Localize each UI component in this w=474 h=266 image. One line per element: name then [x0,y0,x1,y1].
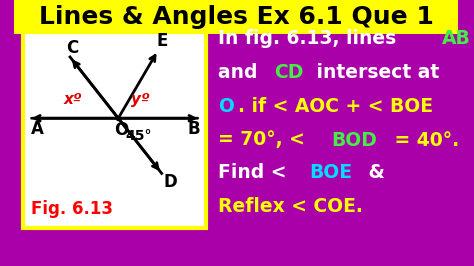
Text: yº: yº [131,92,150,107]
Text: C: C [66,39,79,57]
Text: B: B [187,120,200,138]
Text: A: A [31,120,44,138]
Text: O: O [218,97,234,115]
Text: Reflex < COE.: Reflex < COE. [218,197,363,217]
Text: O: O [115,121,129,139]
Text: = 40°.: = 40°. [388,131,459,149]
Text: D: D [164,173,177,192]
Text: and: and [218,63,264,81]
FancyBboxPatch shape [14,0,458,34]
Text: intersect at: intersect at [310,63,440,81]
Text: Lines & Angles Ex 6.1 Que 1: Lines & Angles Ex 6.1 Que 1 [39,5,434,29]
Text: In fig. 6.13, lines: In fig. 6.13, lines [218,28,403,48]
Text: . if < AOC + < BOE: . if < AOC + < BOE [238,97,433,115]
Text: Find <: Find < [218,164,293,182]
Text: BOE: BOE [310,164,353,182]
Text: BOD: BOD [332,131,378,149]
Text: &: & [362,164,385,182]
Text: xº: xº [64,92,82,107]
Text: CD: CD [274,63,304,81]
Text: E: E [156,32,167,50]
Text: = 70°, <: = 70°, < [218,131,311,149]
Text: Fig. 6.13: Fig. 6.13 [31,200,113,218]
FancyBboxPatch shape [23,32,206,228]
Text: 45°: 45° [126,129,152,143]
Text: AB: AB [442,28,471,48]
